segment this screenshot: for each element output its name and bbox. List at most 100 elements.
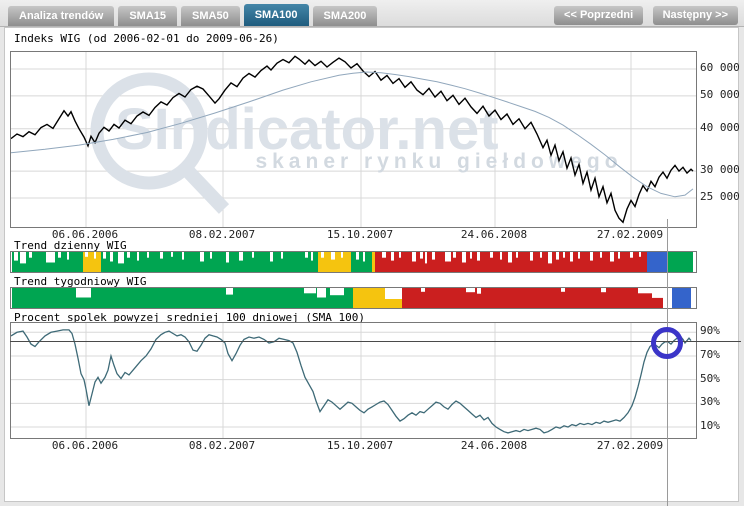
- trend-notch: [331, 252, 335, 260]
- trend-notch: [385, 288, 402, 299]
- main-x-tick-label: 24.06.2008: [460, 228, 528, 241]
- trend-notch: [477, 288, 481, 294]
- trend-notch: [490, 252, 493, 258]
- trend-segment-green: [101, 252, 318, 272]
- magnifier-handle-icon: [179, 163, 230, 214]
- trend-notch: [252, 252, 254, 258]
- percent-y-tick-label: 70%: [700, 347, 720, 361]
- percent-x-tick-label: 24.06.2008: [460, 439, 528, 452]
- trend-notch: [270, 252, 273, 262]
- trend-notch: [412, 252, 416, 262]
- trend-notch: [118, 252, 124, 264]
- tab-bar: Analiza trendów SMA15 SMA50 SMA100 SMA20…: [0, 0, 744, 27]
- percent-x-tick-label: 15.10.2007: [326, 439, 394, 452]
- percent-y-tick-label: 90%: [700, 324, 720, 338]
- trend-notch: [639, 252, 641, 257]
- trend-notch: [561, 288, 565, 292]
- trend-notch: [321, 252, 324, 258]
- trend-notch: [466, 288, 475, 293]
- trend-segment-green: [667, 252, 693, 272]
- trend-notch: [425, 252, 427, 264]
- main-y-tick-label: 50 000: [700, 87, 740, 101]
- previous-button[interactable]: << Poprzedni: [554, 5, 644, 25]
- trend-notch: [110, 252, 113, 262]
- trend-notch: [67, 252, 69, 260]
- trend-notch: [421, 288, 425, 292]
- weekly-trend-strip: [10, 287, 697, 309]
- trend-notch: [432, 252, 435, 260]
- tab-sma50[interactable]: SMA50: [181, 6, 240, 26]
- trend-notch: [563, 252, 565, 258]
- trend-notch: [399, 252, 401, 258]
- trend-notch: [317, 288, 326, 298]
- trend-notch: [46, 252, 55, 263]
- trend-notch: [462, 252, 466, 263]
- trend-notch: [500, 252, 502, 260]
- magnifier-icon: [90, 72, 208, 190]
- trend-notch: [578, 252, 580, 259]
- trend-notch: [226, 252, 229, 263]
- trend-notch: [610, 252, 614, 262]
- series-percent_above_sma100: [11, 329, 692, 434]
- next-button[interactable]: Następny >>: [652, 5, 738, 25]
- daily-trend-title: Trend dzienny WIG: [14, 239, 127, 252]
- trend-notch: [382, 252, 386, 258]
- trend-notch: [330, 288, 344, 296]
- watermark-tagline: skaner rynku giełdowego: [255, 150, 622, 173]
- trend-notch: [200, 252, 204, 262]
- percent-x-tick-label: 06.06.2006: [51, 439, 119, 452]
- trend-notch: [341, 252, 343, 258]
- trend-notch: [516, 252, 518, 258]
- trend-notch: [652, 288, 663, 298]
- trend-notch: [127, 252, 130, 258]
- tab-sma15[interactable]: SMA15: [118, 6, 178, 26]
- trend-notch: [171, 252, 173, 257]
- trend-notch: [226, 288, 233, 295]
- series-sma100: [11, 71, 694, 198]
- trend-notch: [210, 252, 212, 259]
- trend-notch: [14, 252, 18, 261]
- trend-notch: [470, 252, 472, 259]
- trend-notch: [20, 252, 26, 264]
- trend-notch: [638, 288, 652, 294]
- trend-segment-green: [12, 288, 353, 308]
- tab-sma100[interactable]: SMA100: [243, 4, 309, 26]
- trend-segment-yellow: [83, 252, 101, 272]
- trend-notch: [540, 252, 542, 258]
- trend-notch: [85, 252, 88, 257]
- trend-notch: [548, 252, 552, 264]
- trend-notch: [103, 252, 106, 259]
- trend-notch: [311, 252, 313, 261]
- tab-sma200[interactable]: SMA200: [312, 6, 378, 26]
- main-chart-title: Indeks WIG (od 2006-02-01 do 2009-06-26): [14, 32, 279, 45]
- trend-segment-green: [351, 252, 372, 272]
- percent-x-tick-label: 08.02.2007: [188, 439, 256, 452]
- trend-notch: [76, 288, 91, 298]
- percent-x-tick-label: 27.02.2009: [596, 439, 664, 452]
- trend-notch: [445, 252, 451, 262]
- percent-y-tick-label: 30%: [700, 395, 720, 409]
- trend-notch: [356, 252, 359, 260]
- main-y-tick-label: 30 000: [700, 163, 740, 177]
- weekly-trend-title: Trend tygodniowy WIG: [14, 275, 147, 288]
- tab-analiza-trendow[interactable]: Analiza trendów: [8, 6, 115, 26]
- trend-notch: [304, 288, 316, 294]
- trend-notch: [508, 252, 512, 263]
- trend-notch: [556, 252, 559, 260]
- main-x-tick-label: 15.10.2007: [326, 228, 394, 241]
- trend-notch: [453, 252, 456, 258]
- main-x-tick-label: 27.02.2009: [596, 228, 664, 241]
- percent-y-tick-label: 10%: [700, 419, 720, 432]
- percent-above-sma-chart: [10, 322, 697, 439]
- crosshair-vertical-line: [667, 219, 668, 506]
- trend-notch: [94, 252, 96, 259]
- crosshair-horizontal-line: [10, 341, 741, 342]
- trend-notch: [363, 252, 365, 262]
- trend-notch: [239, 252, 243, 261]
- trend-segment-blue: [647, 252, 667, 272]
- trend-notch: [618, 252, 620, 259]
- trend-notch: [182, 252, 184, 260]
- daily-trend-strip: [10, 251, 697, 273]
- main-y-tick-label: 40 000: [700, 120, 740, 134]
